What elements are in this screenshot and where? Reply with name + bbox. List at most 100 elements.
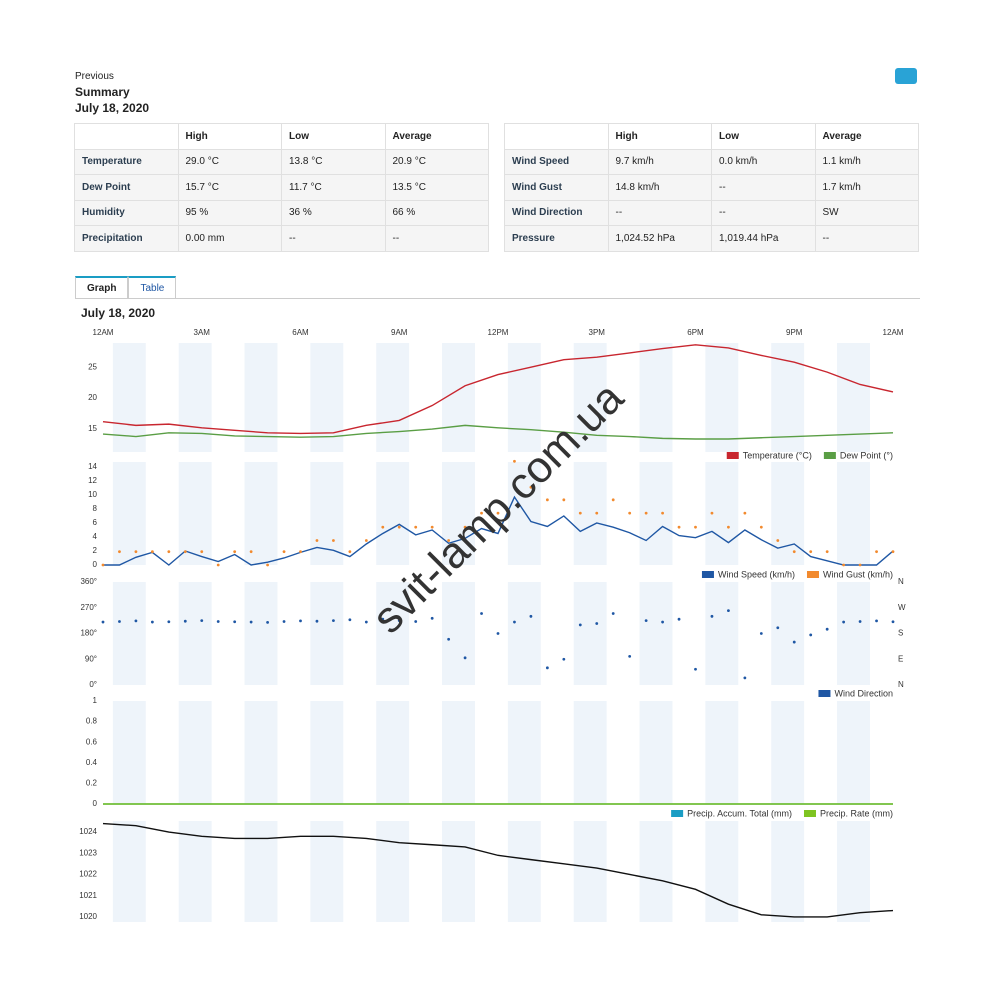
row-label: Pressure — [504, 225, 609, 252]
y-tick-label: 14 — [88, 462, 97, 471]
legend-swatch — [671, 810, 684, 817]
point — [167, 550, 171, 554]
point — [727, 609, 730, 613]
cell: -- — [384, 225, 489, 252]
table-row: Dew Point 15.7 °C 11.7 °C 13.5 °C — [74, 174, 489, 201]
point — [595, 511, 599, 515]
point — [743, 511, 747, 515]
point — [463, 525, 467, 529]
point — [727, 525, 730, 529]
table-head: High Low Average — [504, 123, 919, 150]
cell: 13.8 °C — [281, 148, 386, 175]
cell: 1,024.52 hPa — [607, 225, 712, 252]
header-row: High Low Average — [504, 123, 919, 150]
tab[interactable]: Graph — [75, 276, 129, 298]
y-tick-label: 0 — [93, 799, 98, 808]
point — [348, 550, 352, 554]
band — [705, 343, 739, 452]
point — [776, 626, 780, 630]
legend-swatch — [823, 452, 836, 459]
point — [759, 632, 763, 635]
y2-tick-label: N — [898, 680, 904, 689]
point — [381, 617, 385, 621]
point — [776, 539, 780, 542]
point — [611, 498, 615, 502]
point — [397, 619, 401, 623]
point — [414, 525, 418, 529]
point — [513, 620, 516, 624]
table-row: Humidity 95 % 36 % 66 % — [74, 199, 489, 226]
help-button[interactable] — [895, 68, 917, 84]
line — [102, 424, 894, 440]
y-tick-label: 90° — [85, 654, 97, 663]
band — [310, 701, 344, 804]
point — [562, 498, 566, 502]
line — [103, 495, 894, 566]
legend-label: Wind Gust (km/h) — [823, 569, 893, 579]
point — [266, 620, 269, 624]
point — [200, 619, 204, 623]
point — [233, 620, 237, 624]
cell: 29.0 °C — [177, 148, 282, 175]
legend-label: Wind Speed (km/h) — [718, 569, 795, 579]
point — [595, 622, 599, 625]
point — [710, 511, 714, 515]
band — [244, 343, 278, 452]
y-tick-label: 360° — [80, 577, 97, 586]
band — [573, 701, 607, 804]
summary-date: July 18, 2020 — [75, 101, 150, 115]
point — [299, 550, 302, 554]
previous-link[interactable]: Previous — [75, 71, 114, 82]
y-tick-label: 1024 — [79, 827, 97, 836]
band — [507, 821, 541, 922]
band — [442, 821, 475, 922]
table-row: Pressure 1,024.52 hPa 1,019.44 hPa -- — [504, 225, 919, 252]
point — [447, 539, 451, 542]
band — [639, 462, 673, 565]
point — [661, 511, 664, 515]
point — [496, 511, 500, 515]
band — [178, 701, 212, 804]
band — [112, 582, 146, 685]
point — [134, 619, 138, 623]
point — [513, 459, 516, 463]
band — [244, 462, 278, 565]
y-tick-label: 1021 — [79, 891, 97, 900]
point — [578, 511, 582, 515]
table-row: Precipitation 0.00 mm -- -- — [74, 225, 489, 252]
point — [825, 550, 829, 554]
point — [578, 623, 582, 627]
point — [809, 550, 813, 554]
band — [112, 701, 146, 804]
point — [891, 550, 895, 554]
point — [694, 667, 697, 671]
point — [825, 627, 829, 631]
point — [842, 563, 846, 567]
cell: 13.5 °C — [384, 174, 489, 201]
point — [364, 620, 368, 624]
tab[interactable]: Table — [128, 276, 177, 298]
x-tick-label: 9AM — [391, 328, 408, 337]
point — [480, 612, 483, 615]
band — [112, 462, 146, 565]
y-tick-label: 10 — [88, 490, 97, 499]
x-tick-label: 12PM — [488, 328, 509, 337]
point — [216, 620, 220, 623]
point — [759, 525, 763, 529]
header-cell: Average — [814, 123, 919, 150]
x-tick-label: 6PM — [687, 328, 704, 337]
point — [332, 619, 335, 623]
point — [858, 563, 862, 567]
y-tick-label: 270° — [80, 603, 97, 612]
point — [875, 550, 878, 554]
cell: -- — [814, 225, 919, 252]
tabs: Graph Table — [75, 276, 920, 299]
band — [771, 701, 805, 804]
line — [102, 822, 894, 918]
y-tick-label: 20 — [88, 393, 97, 402]
point — [315, 539, 319, 542]
x-tick-label: 12AM — [93, 328, 114, 337]
band — [112, 343, 146, 452]
band — [573, 462, 607, 565]
point — [282, 550, 286, 554]
